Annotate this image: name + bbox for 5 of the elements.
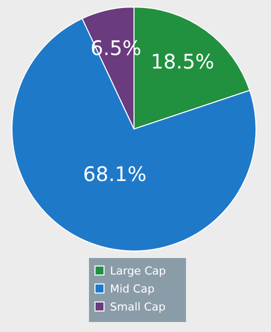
legend-label: Small Cap: [110, 300, 166, 314]
data-label: 68.1%: [83, 162, 147, 186]
data-label: 18.5%: [150, 50, 214, 74]
legend-label: Large Cap: [110, 264, 166, 278]
legend-label: Mid Cap: [110, 282, 154, 296]
